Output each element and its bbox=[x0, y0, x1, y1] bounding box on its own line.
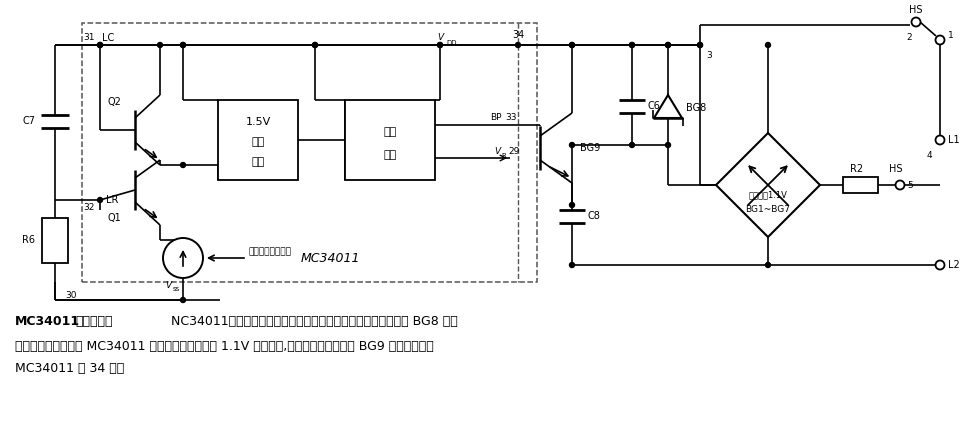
Circle shape bbox=[569, 263, 574, 268]
Circle shape bbox=[665, 42, 670, 48]
Text: 稳压数组1.1V: 稳压数组1.1V bbox=[749, 190, 788, 199]
Circle shape bbox=[180, 42, 185, 48]
Text: R6: R6 bbox=[22, 235, 35, 245]
Circle shape bbox=[698, 42, 703, 48]
Circle shape bbox=[97, 198, 103, 202]
Text: 路构成。其功能是为 MC34011 在工作时提供稳定的 1.1V 直流电压,该稳定的直流电压由 BG9 的发射极送至: 路构成。其功能是为 MC34011 在工作时提供稳定的 1.1V 直流电压,该稳… bbox=[15, 340, 434, 353]
Text: R2: R2 bbox=[851, 164, 863, 174]
Circle shape bbox=[765, 263, 770, 268]
Text: MC34011: MC34011 bbox=[15, 315, 80, 328]
Text: MC34011 第 34 脚。: MC34011 第 34 脚。 bbox=[15, 362, 124, 375]
Circle shape bbox=[569, 143, 574, 148]
Text: 4: 4 bbox=[926, 150, 932, 160]
Circle shape bbox=[629, 42, 634, 48]
Text: 电压: 电压 bbox=[383, 127, 397, 137]
Text: （从拨号电路来）: （从拨号电路来） bbox=[248, 248, 291, 256]
Text: C7: C7 bbox=[22, 116, 35, 126]
Circle shape bbox=[158, 42, 163, 48]
Text: HS: HS bbox=[909, 5, 923, 15]
Text: 29: 29 bbox=[508, 146, 519, 156]
Circle shape bbox=[569, 42, 574, 48]
Text: 30: 30 bbox=[65, 291, 76, 300]
Circle shape bbox=[313, 42, 318, 48]
Text: 的稳压电路: 的稳压电路 bbox=[75, 315, 113, 328]
Bar bbox=[82, 23, 537, 282]
Text: 1: 1 bbox=[948, 30, 954, 40]
Text: V: V bbox=[437, 33, 443, 42]
Text: C8: C8 bbox=[587, 211, 600, 221]
Circle shape bbox=[180, 162, 185, 168]
Bar bbox=[843, 177, 878, 193]
Text: 5: 5 bbox=[907, 181, 912, 190]
Bar bbox=[345, 100, 435, 180]
Text: R: R bbox=[501, 153, 506, 159]
Circle shape bbox=[180, 297, 185, 302]
Circle shape bbox=[569, 202, 574, 207]
Circle shape bbox=[313, 42, 318, 48]
Text: MC34011: MC34011 bbox=[300, 252, 360, 264]
Text: LC: LC bbox=[102, 33, 115, 43]
Circle shape bbox=[698, 42, 703, 48]
Text: 电平: 电平 bbox=[252, 137, 265, 147]
Text: L1: L1 bbox=[948, 135, 959, 145]
Text: 33: 33 bbox=[505, 113, 516, 123]
Text: LR: LR bbox=[106, 195, 119, 205]
Bar bbox=[218, 100, 298, 180]
Circle shape bbox=[629, 42, 634, 48]
Circle shape bbox=[936, 136, 945, 145]
Text: 调整: 调整 bbox=[383, 150, 397, 160]
Text: DD: DD bbox=[446, 40, 457, 46]
Bar bbox=[42, 218, 68, 263]
Text: 1.5V: 1.5V bbox=[245, 117, 270, 127]
Circle shape bbox=[665, 143, 670, 148]
Circle shape bbox=[765, 42, 770, 48]
Circle shape bbox=[936, 36, 945, 45]
Text: 2: 2 bbox=[906, 33, 912, 42]
Text: 34: 34 bbox=[512, 30, 524, 40]
Circle shape bbox=[629, 143, 634, 148]
Circle shape bbox=[163, 238, 203, 278]
Text: Q1: Q1 bbox=[107, 213, 121, 223]
Text: 3: 3 bbox=[706, 50, 711, 59]
Text: BP: BP bbox=[491, 113, 502, 123]
Circle shape bbox=[936, 260, 945, 269]
Circle shape bbox=[437, 42, 443, 48]
Text: Q2: Q2 bbox=[107, 97, 121, 107]
Text: BG9: BG9 bbox=[580, 143, 600, 153]
Circle shape bbox=[437, 42, 443, 48]
Text: 31: 31 bbox=[83, 33, 95, 42]
Polygon shape bbox=[716, 133, 820, 237]
Circle shape bbox=[896, 181, 905, 190]
Text: L2: L2 bbox=[948, 260, 959, 270]
Text: BG1~BG7: BG1~BG7 bbox=[746, 205, 791, 214]
Circle shape bbox=[97, 42, 103, 48]
Circle shape bbox=[97, 42, 103, 48]
Text: NC34011的稳压电路由该芯片的一部分和外接的整流桥、稳压管 BG8 等电: NC34011的稳压电路由该芯片的一部分和外接的整流桥、稳压管 BG8 等电 bbox=[155, 315, 458, 328]
Circle shape bbox=[569, 42, 574, 48]
Text: 32: 32 bbox=[83, 202, 95, 211]
Text: V: V bbox=[165, 281, 172, 289]
Circle shape bbox=[911, 17, 920, 26]
Circle shape bbox=[180, 42, 185, 48]
Text: BG8: BG8 bbox=[686, 103, 707, 113]
Text: HS: HS bbox=[889, 164, 903, 174]
Text: ss: ss bbox=[173, 286, 180, 292]
Text: V: V bbox=[494, 146, 500, 156]
Circle shape bbox=[665, 42, 670, 48]
Circle shape bbox=[515, 42, 520, 48]
Polygon shape bbox=[654, 95, 682, 118]
Text: C6: C6 bbox=[647, 101, 660, 111]
Text: 移动: 移动 bbox=[252, 157, 265, 167]
